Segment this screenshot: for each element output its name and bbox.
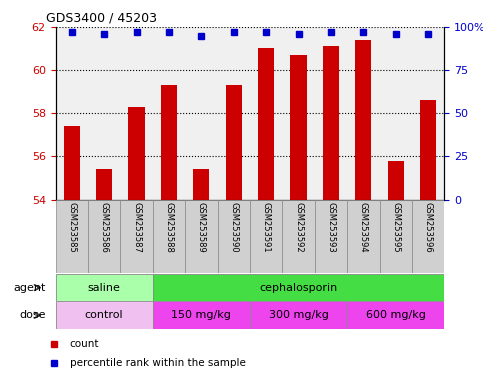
- Bar: [290, 55, 307, 200]
- Bar: [347, 200, 380, 273]
- Text: GSM253594: GSM253594: [359, 202, 368, 253]
- Bar: [161, 85, 177, 200]
- Bar: [250, 200, 283, 273]
- Bar: [420, 100, 436, 200]
- Text: GSM253596: GSM253596: [424, 202, 433, 253]
- Text: GSM253595: GSM253595: [391, 202, 400, 253]
- Text: GDS3400 / 45203: GDS3400 / 45203: [46, 12, 157, 25]
- Bar: [347, 301, 444, 329]
- Bar: [96, 169, 112, 200]
- Text: control: control: [85, 310, 124, 320]
- Text: GSM253585: GSM253585: [67, 202, 76, 253]
- Bar: [226, 85, 242, 200]
- Text: GSM253591: GSM253591: [262, 202, 270, 253]
- Text: percentile rank within the sample: percentile rank within the sample: [70, 358, 246, 368]
- Bar: [250, 301, 347, 329]
- Bar: [56, 301, 153, 329]
- Bar: [217, 200, 250, 273]
- Bar: [258, 48, 274, 200]
- Bar: [153, 274, 444, 301]
- Text: GSM253589: GSM253589: [197, 202, 206, 253]
- Text: GSM253593: GSM253593: [327, 202, 336, 253]
- Text: 600 mg/kg: 600 mg/kg: [366, 310, 426, 320]
- Bar: [283, 200, 315, 273]
- Text: GSM253587: GSM253587: [132, 202, 141, 253]
- Bar: [315, 200, 347, 273]
- Bar: [153, 301, 250, 329]
- Text: agent: agent: [14, 283, 46, 293]
- Text: count: count: [70, 339, 99, 349]
- Bar: [412, 200, 444, 273]
- Bar: [323, 46, 339, 200]
- Bar: [64, 126, 80, 200]
- Text: GSM253588: GSM253588: [164, 202, 173, 253]
- Bar: [380, 200, 412, 273]
- Bar: [128, 107, 144, 200]
- Text: cephalosporin: cephalosporin: [259, 283, 338, 293]
- Bar: [56, 274, 153, 301]
- Bar: [388, 161, 404, 200]
- Bar: [153, 200, 185, 273]
- Bar: [120, 200, 153, 273]
- Text: dose: dose: [19, 310, 46, 320]
- Text: 150 mg/kg: 150 mg/kg: [171, 310, 231, 320]
- Text: 300 mg/kg: 300 mg/kg: [269, 310, 328, 320]
- Text: GSM253592: GSM253592: [294, 202, 303, 253]
- Bar: [56, 200, 88, 273]
- Text: GSM253590: GSM253590: [229, 202, 238, 253]
- Text: GSM253586: GSM253586: [99, 202, 109, 253]
- Text: saline: saline: [88, 283, 121, 293]
- Bar: [355, 40, 371, 200]
- Bar: [185, 200, 217, 273]
- Bar: [193, 169, 210, 200]
- Bar: [88, 200, 120, 273]
